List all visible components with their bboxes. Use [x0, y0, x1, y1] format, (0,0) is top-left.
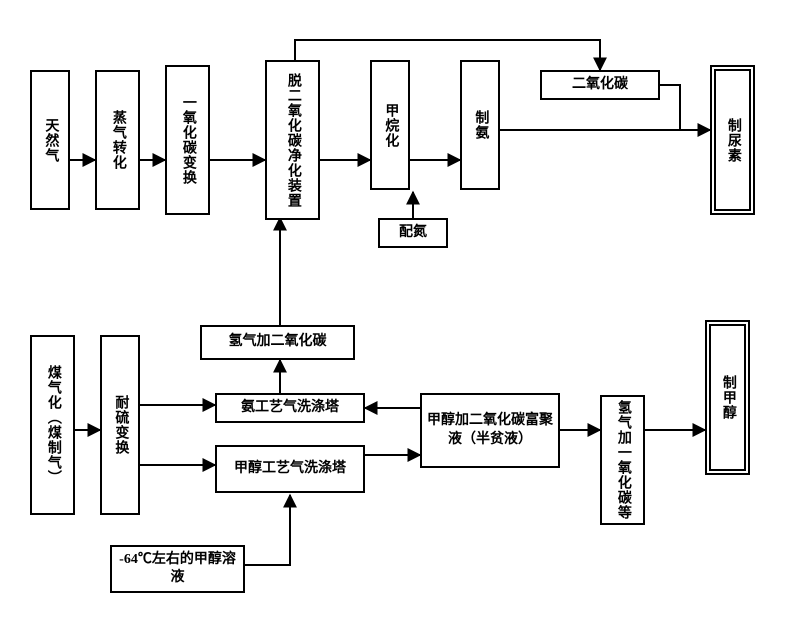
node-n18: -64℃左右的甲醇溶液 [110, 545, 245, 593]
node-n15: 甲醇加二氧化碳富聚液（半贫液） [420, 393, 560, 468]
node-n4: 脱二氧化碳净化装置 [265, 60, 320, 220]
node-label: 天然气 [42, 118, 59, 163]
node-n9: 配氮 [378, 218, 448, 248]
node-label: 制甲醇 [719, 375, 736, 420]
node-n2: 蒸气转化 [95, 70, 140, 210]
node-label: 制氨 [472, 110, 489, 140]
node-n7: 二氧化碳 [540, 70, 660, 100]
node-n6: 制氨 [460, 60, 500, 190]
node-n14: 甲醇工艺气洗涤塔 [215, 445, 365, 493]
node-label: 甲醇工艺气洗涤塔 [234, 460, 346, 478]
flow-arrow [245, 495, 290, 565]
node-label: 煤气化（煤制气） [44, 365, 61, 485]
node-label: 蒸气转化 [109, 110, 126, 170]
node-label: 氢气加一氧化碳等 [614, 400, 631, 520]
node-label: -64℃左右的甲醇溶液 [115, 551, 240, 587]
node-n17: 制甲醇 [705, 320, 750, 475]
node-label: 二氧化碳 [572, 76, 628, 94]
node-label: 脱二氧化碳净化装置 [284, 73, 301, 208]
node-label: 耐硫变换 [112, 395, 129, 455]
node-n1: 天然气 [30, 70, 70, 210]
node-n13: 氨工艺气洗涤塔 [215, 393, 365, 423]
node-n16: 氢气加一氧化碳等 [600, 395, 645, 525]
node-label: 配氮 [399, 224, 427, 242]
node-label: 制尿素 [724, 118, 741, 163]
flow-arrow [660, 85, 680, 130]
node-label: 甲烷化 [382, 103, 399, 148]
node-n11: 耐硫变换 [100, 335, 140, 515]
node-label: 氢气加二氧化碳 [229, 333, 327, 351]
node-label: 一氧化碳变换 [179, 95, 196, 185]
node-n8: 制尿素 [710, 65, 755, 215]
flow-arrow [295, 40, 600, 70]
node-n10: 煤气化（煤制气） [30, 335, 75, 515]
node-n3: 一氧化碳变换 [165, 65, 210, 215]
node-n5: 甲烷化 [370, 60, 410, 190]
node-label: 氨工艺气洗涤塔 [241, 399, 339, 417]
node-label: 甲醇加二氧化碳富聚液（半贫液） [425, 412, 555, 448]
node-n12: 氢气加二氧化碳 [200, 325, 355, 360]
